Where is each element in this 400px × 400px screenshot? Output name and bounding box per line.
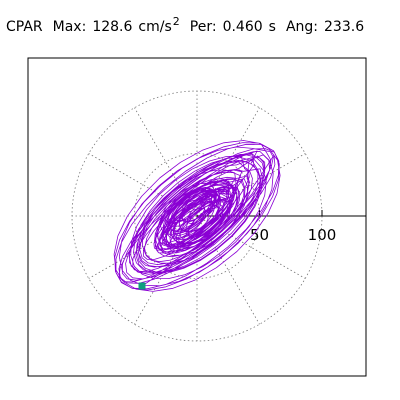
trace-path	[113, 140, 281, 292]
period-unit: s	[268, 19, 276, 35]
max-label: Max:	[52, 19, 87, 35]
angle-value: 233.6	[324, 19, 365, 35]
plot-frame	[27, 57, 367, 377]
radial-ticks: 50 100	[250, 210, 336, 244]
end-marker-group	[138, 282, 146, 290]
angle-label: Ang:	[285, 19, 319, 35]
station-code: CPAR	[6, 19, 43, 35]
radial-tick-label-100: 100	[308, 226, 337, 244]
period-value: 0.460	[222, 19, 263, 35]
chart-header: CPAR Max: 128.6 cm/s2 Per: 0.460 s Ang: 233.6	[6, 16, 365, 35]
max-unit-superscript: 2	[172, 15, 180, 28]
radial-tick-label-50: 50	[250, 226, 269, 244]
particle-motion-trace	[113, 140, 281, 292]
period-label: Per:	[189, 19, 217, 35]
trace-end-marker	[138, 282, 146, 290]
max-value: 128.6	[92, 19, 133, 35]
grid-spoke-210	[88, 215, 198, 279]
max-unit: cm/s	[138, 19, 172, 35]
